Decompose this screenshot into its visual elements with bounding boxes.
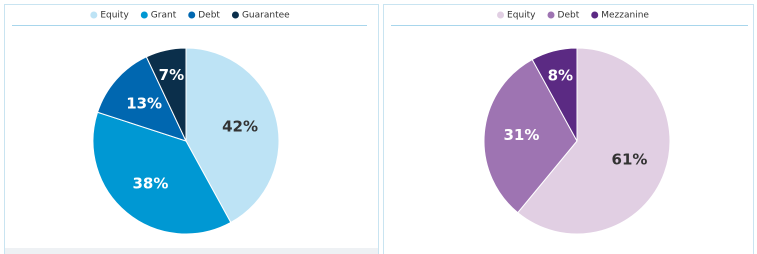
legend-marker: [591, 11, 599, 19]
legend-marker: [90, 11, 98, 19]
data-label: 7%: [159, 66, 184, 84]
legend-marker: [140, 11, 148, 19]
data-label: 8%: [548, 67, 573, 85]
pie-slice: [145, 47, 187, 142]
legend-label: Guarantee: [242, 11, 290, 21]
data-label: 61%: [612, 150, 648, 168]
pie-slice: [185, 47, 280, 224]
panel-footer: [5, 248, 378, 254]
data-label: 38%: [132, 174, 168, 192]
legend-marker: [188, 11, 196, 19]
legend-label: Debt: [558, 11, 580, 21]
legend-marker: [547, 11, 555, 19]
legend-marker: [497, 11, 505, 19]
legend-label: Equity: [100, 11, 129, 21]
pie-slice: [92, 111, 232, 235]
pie-slice: [517, 47, 671, 235]
panel-border: [383, 4, 754, 254]
legend-label: Grant: [151, 11, 177, 21]
legend-label: Debt: [198, 11, 220, 21]
data-label: 42%: [222, 118, 258, 136]
panel-border: [4, 4, 379, 254]
legend-label: Mezzanine: [601, 11, 649, 21]
data-label: 31%: [503, 126, 539, 144]
legend-marker: [231, 11, 239, 19]
pie-slice: [483, 58, 578, 214]
pie-slice: [96, 56, 187, 142]
legend-label: Equity: [507, 11, 536, 21]
pie-slice: [531, 47, 578, 142]
data-label: 13%: [126, 95, 162, 113]
